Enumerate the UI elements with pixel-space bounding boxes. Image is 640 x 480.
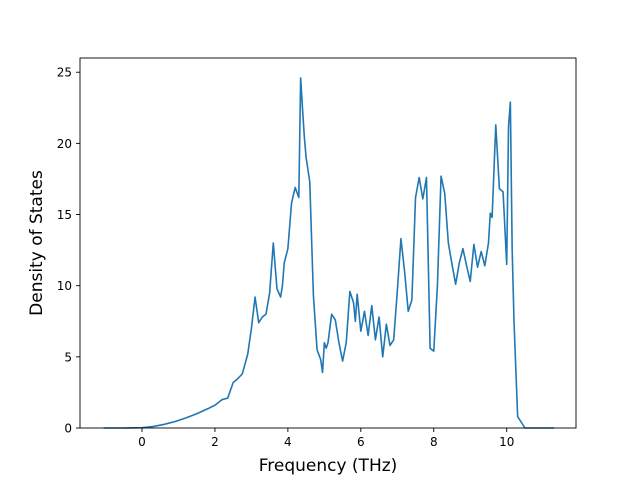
y-axis-ticks: 0 5 10 15 20 25	[57, 66, 80, 436]
y-tick-label: 15	[57, 208, 72, 222]
series-lines	[103, 77, 555, 429]
x-axis-ticks: 0 2 4 6 8 10	[138, 428, 514, 449]
plot-frame	[79, 57, 577, 429]
x-tick-label: 8	[430, 435, 438, 449]
x-tick-label: 6	[357, 435, 365, 449]
plot-area-background	[80, 58, 576, 428]
y-tick-label: 0	[64, 422, 72, 436]
x-tick-label: 4	[284, 435, 292, 449]
x-tick-label: 2	[211, 435, 219, 449]
x-axis-label: Frequency (THz)	[259, 456, 398, 476]
y-tick-label: 25	[57, 66, 72, 80]
y-tick-label: 10	[57, 279, 72, 293]
x-tick-label: 0	[138, 435, 146, 449]
x-tick-label: 10	[499, 435, 514, 449]
y-tick-label: 20	[57, 137, 72, 151]
dos-series-line	[103, 77, 555, 429]
y-axis-label: Density of States	[27, 170, 47, 316]
y-tick-label: 5	[64, 350, 72, 364]
